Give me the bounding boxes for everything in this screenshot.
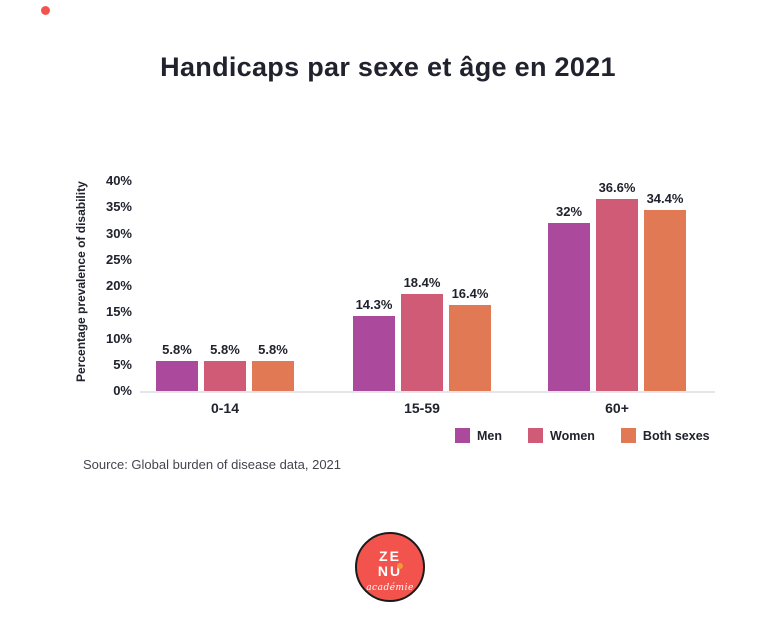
y-tick-label-15: 15%	[105, 304, 132, 320]
legend-label: Women	[550, 428, 595, 443]
bar-value-label: 14.3%	[355, 297, 393, 312]
plot-area: 5.8% 5.8% 5.8% 14.3% 18.4% 16.4% 32% 36.6% 34.4%	[140, 170, 715, 396]
legend-swatch	[455, 428, 470, 443]
category-label-60+: 60+	[605, 400, 629, 416]
x-axis-line	[140, 391, 715, 393]
y-axis-tick-labels: 40% 35% 30% 25% 20% 15% 10% 5% 0%	[94, 170, 132, 410]
bar-value-label: 32%	[555, 204, 583, 219]
category-label-0-14: 0-14	[210, 400, 240, 416]
bar-value-label: 16.4%	[451, 286, 489, 301]
bar-value-label: 5.8%	[162, 342, 192, 357]
logo-accent-dot	[397, 563, 403, 569]
y-axis-title: Percentage prevalence of disability	[74, 181, 88, 382]
y-tick-label-10: 10%	[105, 330, 132, 346]
y-tick-label-20: 20%	[105, 278, 132, 293]
bar-men-60+	[548, 223, 590, 391]
source-note: Source: Global burden of disease data, 2…	[83, 457, 342, 472]
chart-title: Handicaps par sexe et âge en 2021	[160, 52, 616, 82]
bar-value-label: 36.6%	[598, 180, 636, 195]
bar-value-label: 34.4%	[646, 191, 684, 206]
bar-both-sexes-0-14	[252, 361, 294, 391]
bar-men-0-14	[156, 361, 198, 391]
bar-value-label: 5.8%	[258, 342, 288, 357]
legend-swatch	[528, 428, 543, 443]
y-tick-label-35: 35%	[105, 199, 132, 215]
bar-women-60+	[596, 199, 638, 391]
bar-women-15-59	[401, 294, 443, 391]
legend-label: Men	[477, 428, 502, 443]
zenu-logo: ZE NU académie	[355, 532, 425, 602]
bar-value-label: 5.8%	[210, 342, 240, 357]
x-axis-category-labels: 0-14 15-59 60+	[140, 400, 715, 418]
legend: Men Women Both sexes	[455, 428, 710, 443]
legend-item-women: Women	[528, 428, 595, 443]
legend-item-men: Men	[455, 428, 502, 443]
bar-both-sexes-60+	[644, 210, 686, 391]
bar-women-0-14	[204, 361, 246, 391]
legend-swatch	[620, 428, 636, 443]
logo-text-nu: NU	[377, 563, 403, 579]
category-label-15-59: 15-59	[404, 400, 440, 416]
y-tick-label-40: 40%	[105, 173, 132, 188]
y-tick-label-30: 30%	[105, 225, 132, 241]
logo-subtitle: académie	[366, 583, 414, 593]
bar-men-15-59	[353, 316, 395, 391]
red-marker-dot	[41, 6, 50, 15]
logo-text-ze: ZE	[379, 548, 401, 564]
y-tick-label-5: 5%	[113, 356, 132, 372]
legend-label: Both sexes	[642, 428, 710, 443]
y-tick-label-0: 0%	[113, 383, 132, 398]
legend-item-both-sexes: Both sexes	[620, 428, 710, 443]
bar-value-label: 18.4%	[403, 275, 441, 290]
y-tick-label-25: 25%	[105, 251, 132, 267]
bar-both-sexes-15-59	[449, 305, 491, 391]
